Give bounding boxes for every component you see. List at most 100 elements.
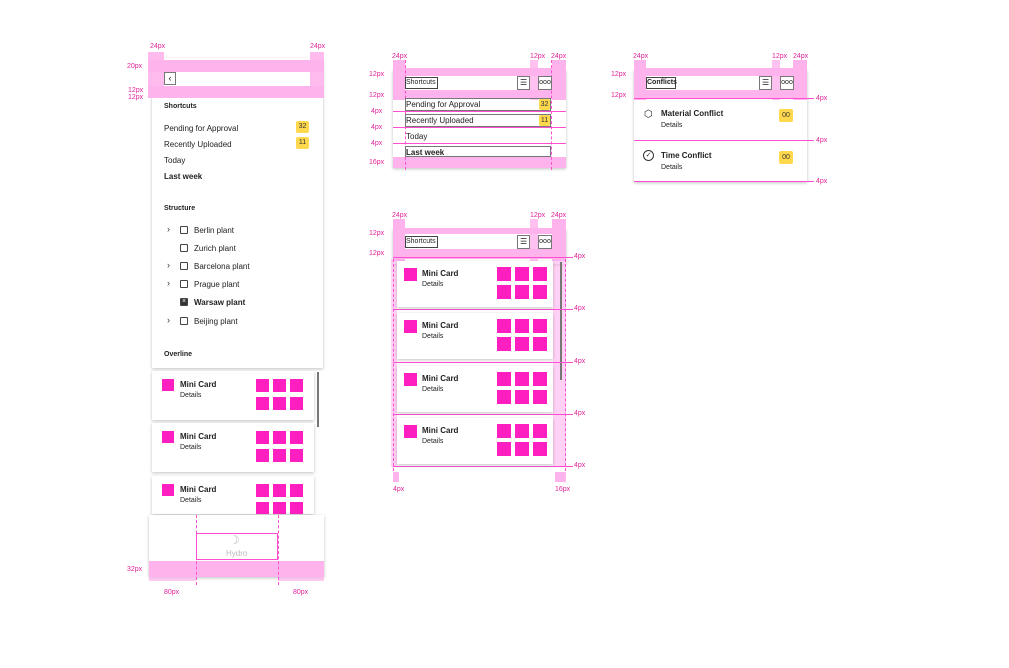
conflict-item[interactable]: ✓ Time Conflict Details 00 (634, 143, 807, 179)
check-circle-icon: ✓ (643, 150, 654, 161)
conflict-subtitle: Details (661, 164, 683, 171)
spacing-label: 4px (816, 95, 828, 102)
spacing-label: 4px (574, 253, 586, 260)
chevron-right-icon[interactable]: › (167, 315, 170, 325)
checkbox[interactable] (180, 262, 188, 270)
more-button[interactable]: ooo (780, 76, 794, 90)
filter-icon: ☰ (520, 237, 528, 246)
chevron-left-icon: ‹ (168, 73, 172, 83)
spec-title: Conflicts (647, 79, 677, 86)
checkbox[interactable] (180, 226, 188, 234)
sidebar-item-today[interactable]: Today (164, 156, 186, 165)
scrollbar[interactable] (317, 372, 319, 427)
filter-button[interactable]: ☰ (517, 235, 530, 249)
checkbox[interactable] (180, 244, 188, 252)
spacing-label: 12px (128, 87, 144, 94)
spacing-label: 12px (530, 53, 546, 60)
more-button[interactable]: ooo (538, 235, 552, 249)
spacing-label: 12px (369, 71, 385, 78)
spacing-label: 24px (310, 43, 326, 50)
chevron-right-icon[interactable]: › (167, 278, 170, 288)
mini-card[interactable]: Mini Card Details (152, 476, 314, 514)
more-icon: ooo (781, 79, 793, 86)
conflict-item[interactable]: ⬡ Material Conflict Details 00 (634, 101, 807, 139)
card-subtitle: Details (180, 497, 202, 504)
filter-button[interactable]: ☰ (759, 76, 772, 90)
scrollbar[interactable] (560, 262, 562, 380)
card-thumbnail (404, 373, 417, 386)
spacing-label: 12px (772, 53, 788, 60)
spacing-label: 24px (793, 53, 809, 60)
spacing-label: 12px (369, 250, 385, 257)
filter-button[interactable]: ☰ (517, 76, 530, 90)
conflict-subtitle: Details (661, 122, 683, 129)
card-thumbnail (404, 320, 417, 333)
spacing-label: 4px (574, 358, 586, 365)
tree-item-berlin[interactable]: Berlin plant (194, 226, 235, 235)
card-subtitle: Details (422, 281, 444, 288)
conflict-title: Material Conflict (661, 109, 724, 118)
card-title: Mini Card (180, 485, 217, 494)
card-thumbnail (162, 484, 174, 496)
more-icon: ooo (539, 238, 551, 245)
sidebar-item-pending[interactable]: Pending for Approval (164, 124, 239, 133)
spacing-label: 24px (150, 43, 166, 50)
checkbox[interactable] (180, 280, 188, 288)
spacing-label: 4px (816, 178, 828, 185)
shortcut-item[interactable]: Recently Uploaded (406, 116, 474, 125)
spec-title: Shortcuts (406, 79, 436, 86)
shortcut-item[interactable]: Today (406, 132, 428, 141)
chevron-right-icon[interactable]: › (167, 260, 170, 270)
cube-icon: ⬡ (644, 109, 653, 120)
shortcut-item[interactable]: Pending for Approval (406, 100, 481, 109)
card-subtitle: Details (180, 392, 202, 399)
spacing-label: 4px (371, 124, 383, 131)
logo-icon: ☽ (229, 533, 240, 547)
count-badge: 00 (779, 109, 793, 122)
mini-card[interactable]: Mini Card Details (397, 418, 553, 464)
card-title: Mini Card (422, 321, 459, 330)
tree-item-zurich[interactable]: Zurich plant (194, 244, 236, 253)
spacing-label: 12px (128, 94, 144, 101)
sidebar-item-lastweek[interactable]: Last week (164, 172, 203, 181)
spacing-overlay-top (148, 60, 324, 72)
card-subtitle: Details (422, 386, 444, 393)
mini-card[interactable]: Mini Card Details (397, 366, 553, 412)
card-title: Mini Card (422, 426, 459, 435)
spacing-label: 16px (369, 159, 385, 166)
card-title: Mini Card (422, 269, 459, 278)
shortcut-item[interactable]: Last week (406, 148, 445, 157)
count-badge: 00 (779, 151, 793, 164)
spacing-label: 80px (164, 589, 180, 596)
tree-item-beijing[interactable]: Beijing plant (194, 317, 238, 326)
mini-card[interactable]: Mini Card Details (152, 371, 314, 420)
spacing-label: 4px (816, 137, 828, 144)
count-badge: 32 (539, 99, 550, 110)
sidebar-item-recent[interactable]: Recently Uploaded (164, 140, 232, 149)
spacing-label: 12px (611, 71, 627, 78)
count-badge: 32 (296, 121, 309, 133)
checkbox-checked[interactable]: × (180, 298, 188, 306)
mini-card[interactable]: Mini Card Details (397, 313, 553, 359)
tree-item-prague[interactable]: Prague plant (194, 280, 240, 289)
chevron-right-icon[interactable]: › (167, 224, 170, 234)
spacing-overlay-mid (148, 86, 324, 98)
spacing-label: 12px (369, 230, 385, 237)
spacing-label: 24px (551, 212, 567, 219)
spacing-label: 4px (393, 486, 405, 493)
card-thumbnail (162, 431, 174, 443)
more-button[interactable]: ooo (538, 76, 552, 90)
tree-item-barcelona[interactable]: Barcelona plant (194, 262, 250, 271)
spacing-label: 4px (574, 305, 586, 312)
section-heading-structure: Structure (164, 205, 196, 212)
spacing-label: 16px (555, 486, 571, 493)
mini-card[interactable]: Mini Card Details (397, 261, 553, 307)
filter-icon: ☰ (762, 78, 770, 87)
spacing-label: 20px (127, 63, 143, 70)
spacing-label: 32px (127, 566, 143, 573)
checkbox[interactable] (180, 317, 188, 325)
mini-card[interactable]: Mini Card Details (152, 423, 314, 472)
back-button[interactable]: ‹ (164, 72, 176, 85)
spec-title: Shortcuts (406, 238, 436, 245)
tree-item-warsaw[interactable]: Warsaw plant (194, 298, 246, 307)
